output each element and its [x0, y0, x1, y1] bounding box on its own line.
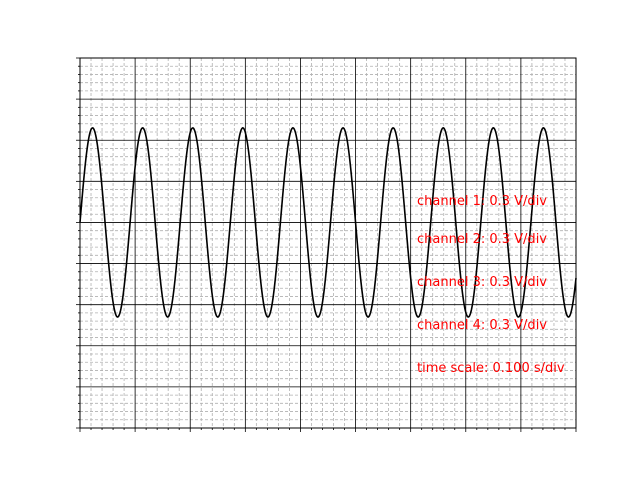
annotation-channel-2: channel 2: 0.3 V/div [417, 232, 547, 247]
annotation-channel-1: channel 1: 0.3 V/div [417, 194, 547, 209]
annotation-time-scale: time scale: 0.100 s/div [417, 361, 565, 376]
signal-trace [79, 127, 577, 318]
plot-frame [79, 57, 577, 429]
annotation-channel-3: channel 3: 0.3 V/div [417, 275, 547, 290]
annotation-channel-4: channel 4: 0.3 V/div [417, 318, 547, 333]
